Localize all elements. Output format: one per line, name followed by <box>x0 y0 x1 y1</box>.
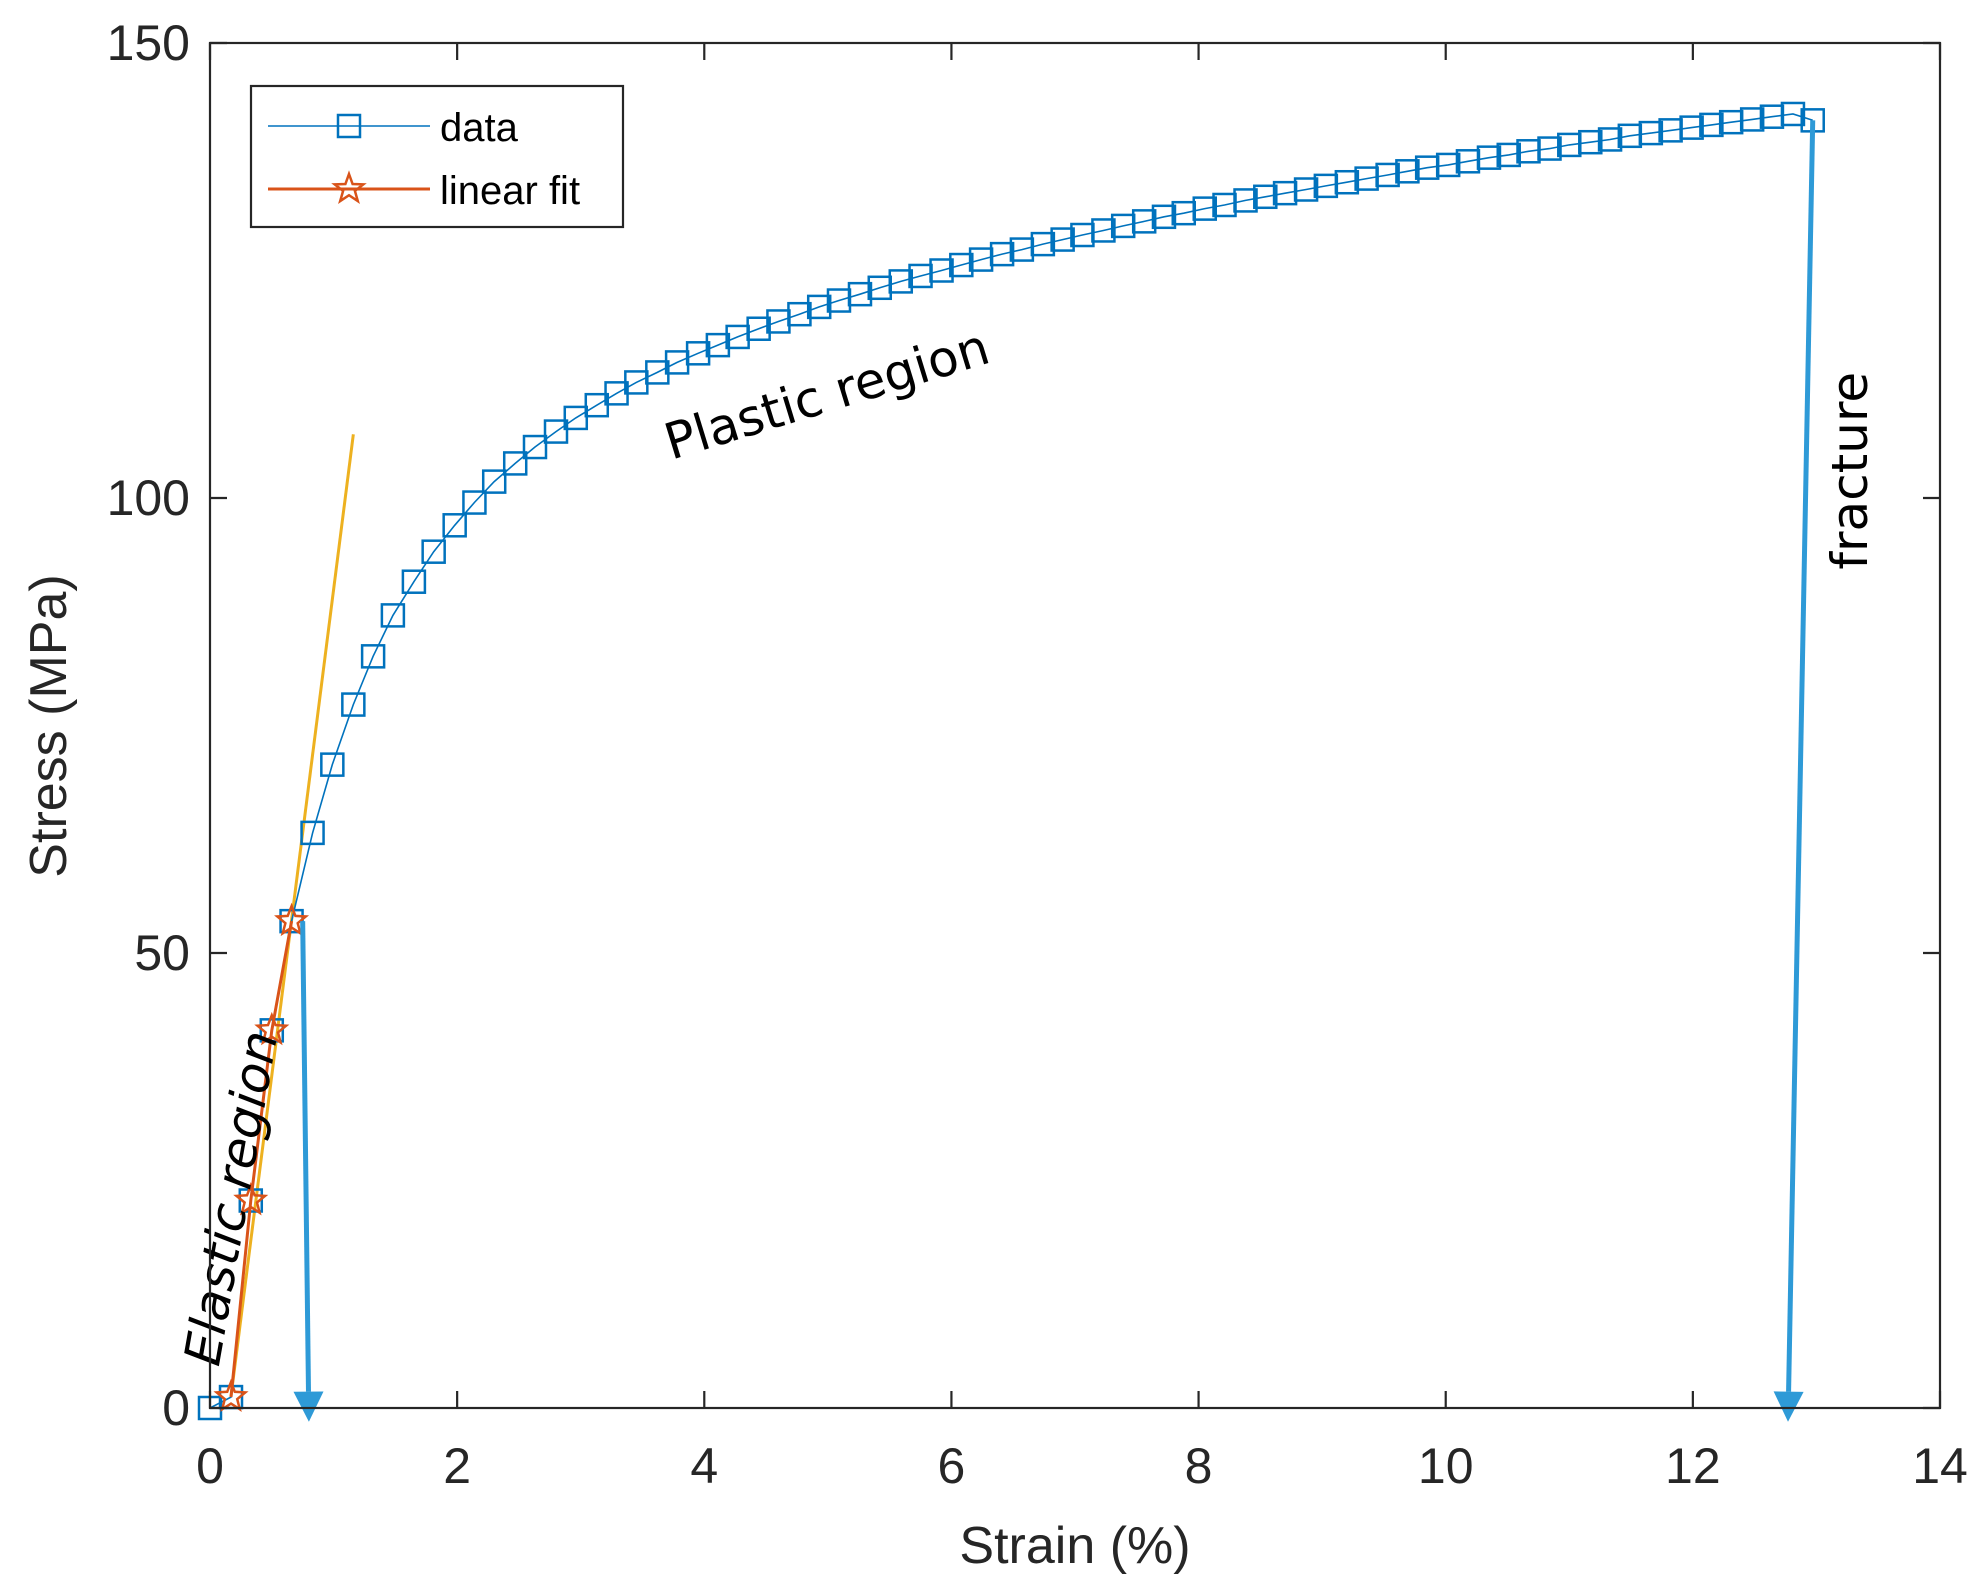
x-tick-label: 2 <box>443 1438 471 1494</box>
linear-fit-point-marker <box>274 902 310 937</box>
data-point-marker <box>1537 136 1562 161</box>
arrow-head <box>293 1391 324 1422</box>
data-point-marker <box>949 252 974 278</box>
linear-fit-point-marker <box>213 1378 249 1412</box>
data-point-marker <box>522 434 548 460</box>
data-point-marker <box>1476 145 1502 170</box>
y-axis-label: Stress (MPa) <box>20 574 78 877</box>
ticks-layer: 0 2 4 6 8 10 12 14 0 50 100 150 <box>107 15 1968 1494</box>
data-point-marker <box>746 316 771 341</box>
legend-fit-label: linear fit <box>440 169 580 213</box>
y-tick-label: 50 <box>134 925 190 981</box>
data-point-marker <box>1030 231 1056 257</box>
data-point-marker <box>1233 188 1258 213</box>
data-point-marker <box>360 644 386 669</box>
data-point-marker <box>1496 142 1521 168</box>
data-point-marker <box>502 451 528 476</box>
x-tick-label: 8 <box>1185 1438 1213 1494</box>
data-point-marker <box>989 241 1015 267</box>
data-point-marker <box>380 603 406 628</box>
data-point-marker <box>787 301 812 327</box>
data-point-marker <box>421 539 446 564</box>
data-point-marker <box>1597 127 1623 152</box>
y-tick-label: 0 <box>162 1380 190 1436</box>
data-point-marker <box>1739 107 1765 132</box>
x-tick-label: 6 <box>938 1438 966 1494</box>
legend-box <box>249 84 625 229</box>
data-point-marker <box>1435 152 1461 178</box>
data-point-marker <box>1131 209 1157 234</box>
data-point-marker <box>320 752 345 777</box>
data-point-marker <box>1638 120 1664 146</box>
arrow-shaft <box>1786 120 1816 1392</box>
data-point-marker <box>1375 162 1400 188</box>
data-point-marker <box>806 294 832 320</box>
data-point-marker <box>563 405 589 431</box>
arrows-layer <box>293 120 1816 1422</box>
data-point-marker <box>888 269 914 294</box>
legend-fit-marker <box>331 170 367 205</box>
data-point-marker <box>929 258 954 283</box>
data-point-marker <box>1192 196 1217 221</box>
data-point-marker <box>685 341 711 366</box>
linear-fit-point-marker <box>233 1182 269 1216</box>
x-tick-label: 14 <box>1912 1438 1968 1494</box>
data-point-marker <box>1293 177 1319 202</box>
arrow-head <box>1773 1391 1804 1422</box>
data-point-marker <box>705 332 731 358</box>
linear-fit-series-line <box>229 920 294 1398</box>
annotation-label: fracture <box>1821 372 1879 570</box>
data-point-marker <box>1091 218 1116 243</box>
x-tick-label: 0 <box>196 1438 224 1494</box>
axes-box <box>208 41 1942 1410</box>
data-point-marker <box>481 469 507 494</box>
data-point-marker <box>279 908 304 934</box>
x-axis-label: Strain (%) <box>959 1517 1190 1575</box>
data-point-marker <box>1699 112 1724 138</box>
data-point-marker <box>1780 101 1806 127</box>
data-point-marker <box>1334 169 1360 195</box>
legend-data-marker <box>336 113 362 139</box>
data-point-marker <box>300 820 325 846</box>
data-point-marker <box>847 281 873 307</box>
legend: data linear fit <box>249 84 625 229</box>
legend-data-label: data <box>440 106 519 150</box>
data-point-marker <box>462 490 487 515</box>
x-tick-label: 10 <box>1418 1438 1474 1494</box>
data-point-marker <box>442 513 467 538</box>
y-tick-label: 100 <box>107 470 190 526</box>
x-tick-label: 12 <box>1665 1438 1721 1494</box>
data-point-marker <box>1253 184 1278 210</box>
series-layer <box>197 101 1825 1421</box>
data-point-marker <box>1679 115 1704 140</box>
data-point-marker <box>1151 204 1177 230</box>
arrow-shaft <box>300 921 311 1392</box>
plot-area <box>210 43 1940 1408</box>
data-point-marker <box>341 692 366 717</box>
data-point-marker <box>401 569 427 594</box>
data-point-marker <box>1395 159 1420 184</box>
data-point-marker <box>1578 129 1603 155</box>
y-tick-label: 150 <box>107 15 190 71</box>
linear-fit-point-marker <box>254 1011 290 1046</box>
x-tick-label: 4 <box>690 1438 718 1494</box>
data-point-marker <box>1050 227 1075 252</box>
data-point-marker <box>543 419 569 444</box>
